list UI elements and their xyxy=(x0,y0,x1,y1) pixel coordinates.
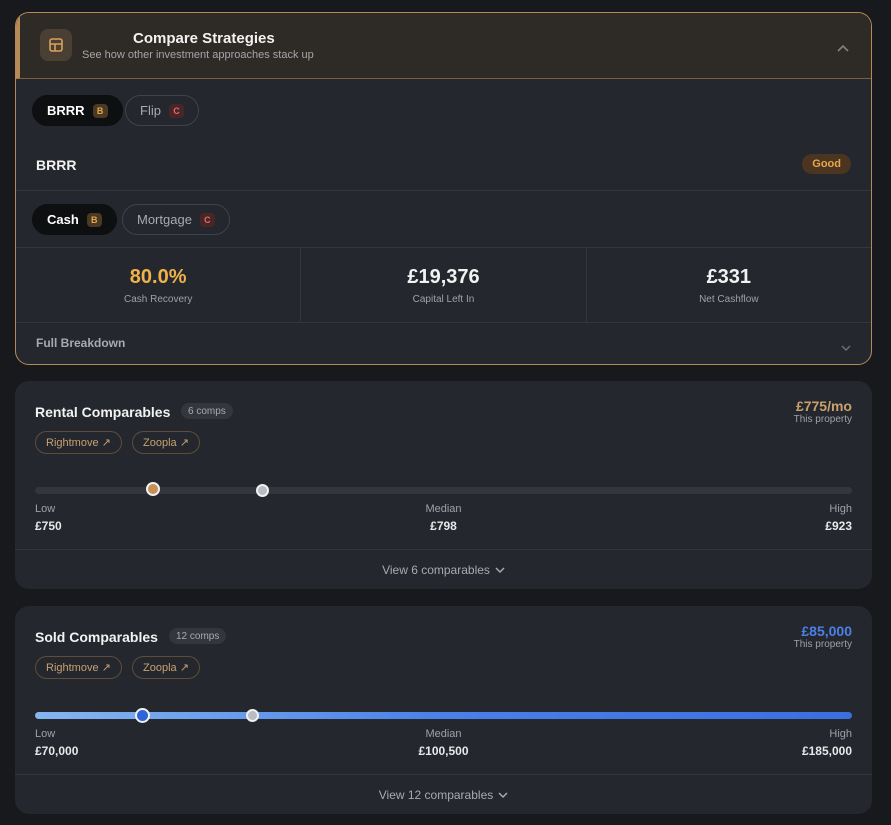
median-label: Median xyxy=(425,728,462,740)
compare-strategies-card: Compare Strategies See how other investm… xyxy=(15,12,872,365)
grade-badge: C xyxy=(168,103,184,118)
property-marker xyxy=(134,708,150,723)
metric-net-cashflow: £331 Net Cashflow xyxy=(587,247,871,323)
full-breakdown-toggle[interactable]: Full Breakdown xyxy=(36,336,126,350)
high-label: High xyxy=(829,503,852,515)
median-value: £798 xyxy=(430,519,457,533)
sold-comparables-title: Sold Comparables xyxy=(35,629,158,645)
compare-strategies-header[interactable]: Compare Strategies See how other investm… xyxy=(16,13,871,79)
rightmove-link[interactable]: Rightmove ↗ xyxy=(35,656,122,679)
rental-comparables-card: Rental Comparables 6 comps £775/mo This … xyxy=(15,381,872,589)
property-price: £85,000 xyxy=(801,623,852,639)
tab-label: BRRR xyxy=(47,103,85,118)
median-label: Median xyxy=(425,503,462,515)
low-label: Low xyxy=(35,728,56,740)
metric-value: £19,376 xyxy=(407,265,480,288)
rental-range-track xyxy=(35,482,852,497)
low-value: £70,000 xyxy=(35,744,79,758)
median-marker xyxy=(255,484,269,497)
high-value: £923 xyxy=(825,519,852,533)
chevron-down-icon xyxy=(498,792,508,799)
tab-mortgage[interactable]: Mortgage C xyxy=(122,204,230,235)
low-label: Low xyxy=(35,503,56,515)
zoopla-link[interactable]: Zoopla ↗ xyxy=(132,656,200,679)
metric-value: 80.0% xyxy=(129,265,187,288)
tab-brrr[interactable]: BRRR B xyxy=(32,95,123,126)
tab-cash[interactable]: Cash B xyxy=(32,204,117,235)
median-marker xyxy=(245,709,259,722)
strategy-icon xyxy=(40,29,72,61)
divider xyxy=(15,549,872,550)
tab-label: Flip xyxy=(140,103,161,118)
comps-count-badge: 6 comps xyxy=(181,403,233,419)
tab-flip[interactable]: Flip C xyxy=(125,95,199,126)
compare-strategies-subtitle: See how other investment approaches stac… xyxy=(82,49,314,61)
property-label: This property xyxy=(793,414,852,425)
high-label: High xyxy=(829,728,852,740)
tab-label: Cash xyxy=(47,212,79,227)
divider xyxy=(16,322,871,323)
low-value: £750 xyxy=(35,519,62,533)
view-comparables-label: View 6 comparables xyxy=(382,563,490,577)
selected-strategy-name: BRRR xyxy=(36,157,77,173)
sold-range-track xyxy=(35,708,852,723)
property-label: This property xyxy=(793,639,852,650)
property-rent: £775/mo xyxy=(795,398,852,414)
metric-value: £331 xyxy=(706,265,752,288)
view-comparables-button[interactable]: View 12 comparables xyxy=(15,788,872,802)
rental-comparables-title: Rental Comparables xyxy=(35,404,171,420)
chevron-down-icon xyxy=(495,567,505,574)
chevron-up-icon[interactable] xyxy=(837,39,849,57)
rating-badge: Good xyxy=(802,154,851,174)
grade-badge: B xyxy=(86,212,102,227)
metric-cash-recovery: 80.0% Cash Recovery xyxy=(16,247,302,323)
metric-label: Capital Left In xyxy=(412,293,475,305)
divider xyxy=(15,774,872,775)
comps-count-badge: 12 comps xyxy=(169,628,227,644)
grade-badge: B xyxy=(92,103,108,118)
metrics-row: 80.0% Cash Recovery £19,376 Capital Left… xyxy=(16,247,871,323)
property-marker xyxy=(146,482,161,496)
chevron-down-icon[interactable] xyxy=(841,339,851,357)
divider xyxy=(16,247,871,248)
grade-badge: C xyxy=(199,212,215,227)
zoopla-link[interactable]: Zoopla ↗ xyxy=(132,431,200,454)
rightmove-link[interactable]: Rightmove ↗ xyxy=(35,431,122,454)
metric-capital-left-in: £19,376 Capital Left In xyxy=(301,247,587,323)
divider xyxy=(16,190,871,191)
compare-strategies-title: Compare Strategies xyxy=(133,30,275,47)
median-value: £100,500 xyxy=(418,744,469,758)
tab-label: Mortgage xyxy=(137,212,192,227)
view-comparables-button[interactable]: View 6 comparables xyxy=(15,563,872,577)
metric-label: Net Cashflow xyxy=(699,293,759,305)
sold-comparables-card: Sold Comparables 12 comps £85,000 This p… xyxy=(15,606,872,814)
high-value: £185,000 xyxy=(801,744,852,758)
metric-label: Cash Recovery xyxy=(123,293,193,305)
view-comparables-label: View 12 comparables xyxy=(378,788,494,802)
